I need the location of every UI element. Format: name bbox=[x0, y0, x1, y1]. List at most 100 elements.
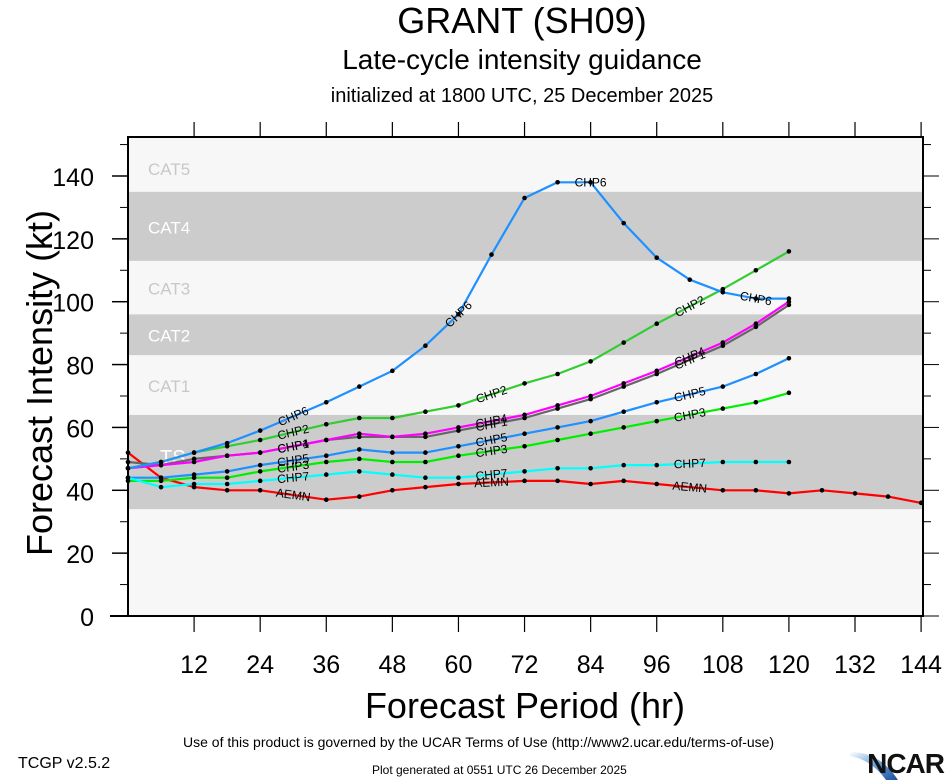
version-label: TCGP v2.5.2 bbox=[18, 755, 111, 772]
data-point-chp6 bbox=[786, 296, 792, 301]
band-ts bbox=[128, 414, 923, 510]
data-point-chp6 bbox=[621, 220, 626, 226]
data-point-aemn bbox=[852, 491, 858, 496]
data-point-aemn bbox=[786, 491, 792, 496]
data-point-aemn bbox=[191, 484, 197, 490]
data-point-chp2 bbox=[654, 321, 660, 327]
y-tick-label: 140 bbox=[52, 164, 94, 192]
band-label-cat2: CAT2 bbox=[148, 327, 190, 346]
band-label-cat1: CAT1 bbox=[148, 377, 190, 396]
data-point-chp2 bbox=[720, 286, 726, 292]
data-point-chp6 bbox=[224, 440, 230, 446]
data-point-chp6 bbox=[687, 277, 693, 283]
data-point-chp7 bbox=[456, 475, 461, 481]
data-point-chp4 bbox=[357, 431, 362, 437]
data-point-chp3 bbox=[456, 453, 461, 459]
series-line-chp5 bbox=[128, 357, 790, 479]
series-label-text: CHP7 bbox=[673, 456, 706, 472]
series-label-text: CHP3 bbox=[276, 457, 310, 475]
data-point-aemn bbox=[588, 481, 593, 487]
generated-timestamp: Plot generated at 0551 UTC 26 December 2… bbox=[372, 763, 627, 777]
data-point-chp2 bbox=[555, 371, 560, 377]
x-tick-label: 24 bbox=[246, 651, 274, 679]
ncar-swoosh-icon bbox=[850, 752, 898, 780]
data-point-chp3 bbox=[720, 406, 726, 411]
data-point-chp3 bbox=[191, 475, 197, 481]
data-point-chp6 bbox=[423, 343, 428, 349]
data-point-chp5 bbox=[588, 418, 593, 424]
x-tick-label: 144 bbox=[900, 651, 942, 679]
data-point-chp1 bbox=[423, 434, 428, 440]
x-tick-label: 120 bbox=[768, 651, 810, 679]
data-point-aemn bbox=[522, 478, 527, 484]
band-label-cat3: CAT3 bbox=[148, 280, 190, 299]
data-point-chp1 bbox=[621, 384, 626, 389]
data-point-chp2 bbox=[753, 267, 759, 273]
data-point-chp2 bbox=[257, 437, 263, 443]
axes: 12 24 36 48 60 72 84 96 108 120 132 144 0 20 40 60 80 100… bbox=[52, 122, 942, 679]
series-label-text: CHP3 bbox=[475, 442, 509, 460]
data-point-chp4 bbox=[191, 459, 197, 465]
data-point-chp6 bbox=[257, 428, 263, 433]
data-point-aemn bbox=[390, 487, 395, 493]
data-point-chp2 bbox=[456, 403, 461, 408]
data-point-chp4 bbox=[621, 381, 626, 386]
data-point-chp3 bbox=[323, 459, 329, 465]
chart-title: GRANT (SH09) bbox=[397, 0, 647, 41]
data-point-chp7 bbox=[423, 475, 428, 481]
data-point-chp1 bbox=[654, 371, 660, 377]
series-label-chp3: CHP3 bbox=[673, 405, 707, 425]
data-point-chp3 bbox=[224, 475, 230, 481]
data-point-chp4 bbox=[522, 412, 527, 418]
data-point-chp1 bbox=[191, 456, 197, 462]
data-point-chp7 bbox=[621, 462, 626, 468]
series-label-chp6: CHP6 bbox=[575, 175, 607, 189]
data-point-chp5 bbox=[456, 443, 461, 449]
series-label-text: CHP5 bbox=[474, 430, 508, 450]
data-point-chp3 bbox=[522, 443, 527, 449]
series-label-text: CHP1 bbox=[474, 414, 508, 434]
data-point-chp4 bbox=[158, 462, 164, 468]
series-label-text: CHP4 bbox=[474, 411, 508, 431]
data-point-aemn bbox=[819, 487, 825, 493]
series-label-chp7: CHP7 bbox=[277, 469, 311, 486]
data-point-chp4 bbox=[555, 403, 560, 408]
series-label-text: CHP7 bbox=[475, 466, 509, 483]
data-point-chp7 bbox=[257, 478, 263, 484]
series-label-text: AEMN bbox=[275, 486, 311, 505]
data-point-chp7 bbox=[390, 472, 395, 477]
series-label-chp5: CHP5 bbox=[276, 451, 310, 469]
data-point-chp6 bbox=[654, 255, 660, 261]
data-point-chp1 bbox=[588, 396, 593, 402]
data-point-chp5 bbox=[323, 453, 329, 459]
ncar-logo-text: NCAR bbox=[867, 748, 945, 779]
x-tick-label: 12 bbox=[180, 651, 208, 679]
data-point-chp3 bbox=[158, 478, 164, 484]
series-label-aemn: AEMN bbox=[275, 486, 311, 505]
data-point-chp3 bbox=[753, 399, 759, 405]
data-point-chp1 bbox=[555, 406, 560, 411]
data-point-aemn bbox=[323, 497, 329, 503]
y-tick-label: 80 bbox=[66, 353, 94, 381]
series-line-chp7 bbox=[127, 460, 789, 489]
data-point-chp7 bbox=[555, 465, 560, 471]
data-point-chp3 bbox=[390, 459, 395, 465]
band-cat5 bbox=[128, 144, 923, 192]
data-point-chp1 bbox=[522, 415, 527, 421]
chart-init-time: initialized at 1800 UTC, 25 December 202… bbox=[330, 85, 714, 107]
data-point-aemn bbox=[621, 478, 626, 484]
data-point-chp4 bbox=[786, 299, 792, 305]
x-tick-label: 72 bbox=[511, 651, 539, 679]
data-point-chp6 bbox=[522, 195, 527, 201]
series-line-chp2 bbox=[127, 250, 790, 470]
data-point-chp3 bbox=[555, 437, 560, 443]
x-tick-label: 84 bbox=[577, 651, 605, 679]
data-point-chp5 bbox=[357, 447, 362, 452]
series-label-aemn: AEMN bbox=[474, 475, 509, 491]
data-point-chp4 bbox=[720, 340, 726, 345]
data-point-chp7 bbox=[786, 459, 792, 465]
terms-of-use-notice: Use of this product is governed by the U… bbox=[183, 734, 775, 750]
series-layer bbox=[125, 179, 924, 506]
y-tick-label: 60 bbox=[66, 415, 94, 443]
